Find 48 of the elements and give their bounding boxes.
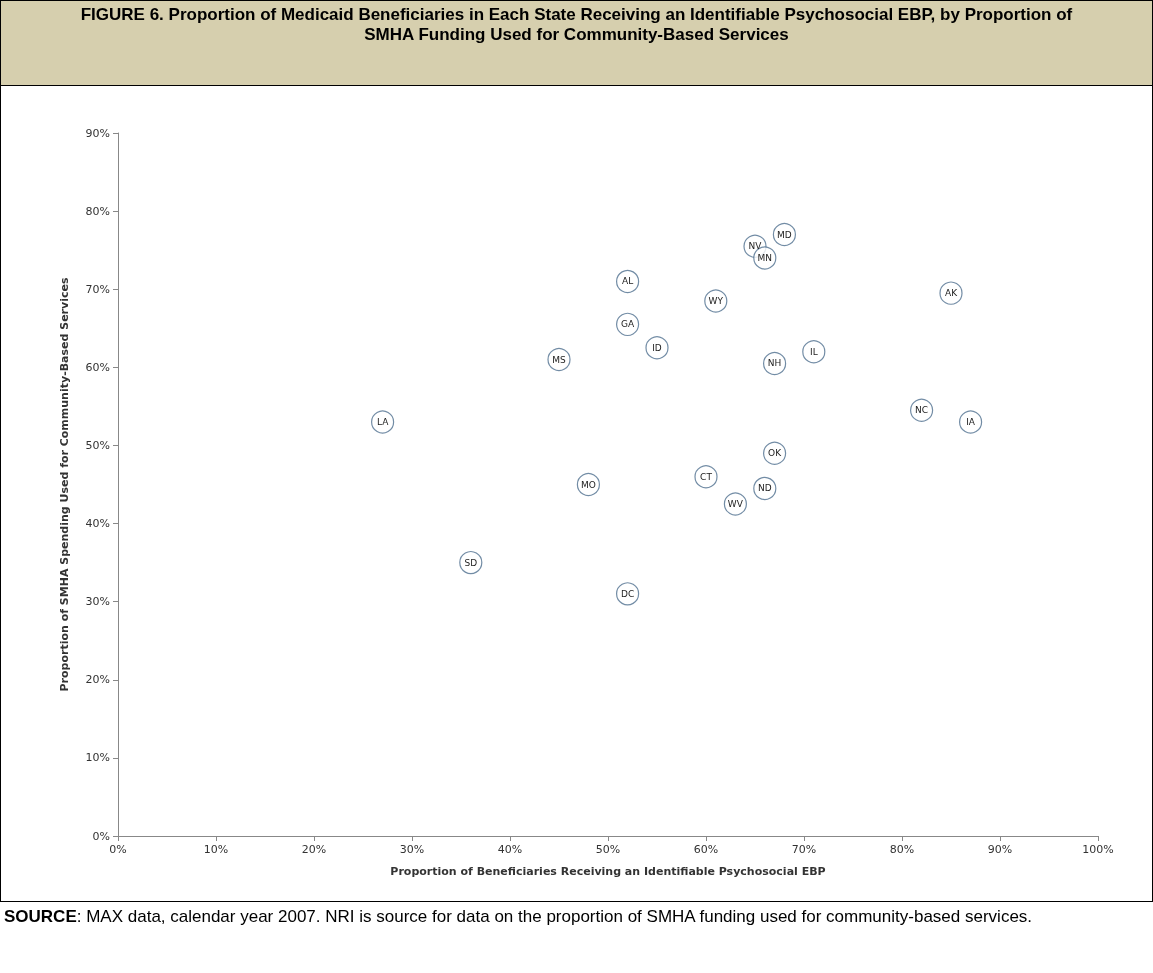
y-tick-label: 60% bbox=[85, 360, 110, 374]
annotation: GA bbox=[621, 319, 635, 330]
chart-title: FIGURE 6. Proportion of Medicaid Beneficiaries in Each State Receiving an Identifiable Psychosocial EBP, by Proportion of SMHA Funding Used for Community-Based Services bbox=[1, 1, 1152, 86]
annotation: OK bbox=[768, 448, 783, 459]
y-tick-label: 90% bbox=[85, 126, 110, 140]
x-axis-title: Proportion of Beneficiaries Receiving an Identifiable Psychosocial EBP bbox=[390, 865, 826, 878]
x-tick-label: 10% bbox=[203, 843, 229, 856]
annotation: MO bbox=[580, 479, 596, 490]
annotation: ID bbox=[652, 342, 662, 353]
annotation: DC bbox=[620, 588, 635, 599]
annotation: IL bbox=[809, 346, 818, 357]
y-tick-label: 20% bbox=[85, 673, 110, 687]
annotation: AL bbox=[622, 276, 634, 287]
annotation: SD bbox=[464, 557, 478, 568]
y-tick-label: 0% bbox=[92, 829, 110, 843]
annotation: MS bbox=[552, 354, 567, 365]
annotation: NC bbox=[915, 405, 929, 416]
y-tick-label: 70% bbox=[85, 282, 110, 296]
x-tick-label: 30% bbox=[399, 843, 425, 856]
annotation: CT bbox=[700, 471, 713, 482]
x-tick-label: 100% bbox=[1082, 843, 1114, 856]
y-tick-label: 50% bbox=[85, 438, 110, 452]
annotation: LA bbox=[376, 417, 390, 428]
y-tick-label: 40% bbox=[85, 517, 110, 531]
x-tick-label: 40% bbox=[497, 843, 523, 856]
x-tick-label: 90% bbox=[987, 843, 1013, 856]
y-tick-label: 80% bbox=[85, 204, 110, 218]
annotation: ND bbox=[757, 483, 772, 494]
x-tick-label: 70% bbox=[791, 843, 817, 856]
y-axis-title: Proportion of SMHA Spending Used for Community-Based Services bbox=[58, 277, 71, 692]
annotation: MN bbox=[757, 252, 773, 263]
y-tick-label: 10% bbox=[85, 751, 110, 765]
annotation: WY bbox=[708, 295, 724, 306]
annotation: IA bbox=[966, 417, 976, 428]
x-tick-label: 20% bbox=[301, 843, 327, 856]
annotation: NH bbox=[767, 358, 782, 369]
annotation: NV bbox=[748, 241, 763, 252]
x-tick-label: 0% bbox=[109, 843, 127, 856]
annotation: MD bbox=[777, 229, 792, 240]
x-tick-label: 50% bbox=[595, 843, 621, 856]
point bbox=[959, 410, 983, 434]
annotation: WV bbox=[727, 499, 744, 510]
x-tick-label: 60% bbox=[693, 843, 719, 856]
point bbox=[802, 340, 826, 364]
y-tick-label: 30% bbox=[85, 595, 110, 609]
source-note: SOURCE: MAX data, calendar year 2007. NRI is source for data on the proportion of SMHA funding used for community-based services. bbox=[4, 906, 1034, 928]
x-tick-label: 80% bbox=[889, 843, 915, 856]
annotation: AK bbox=[944, 288, 959, 299]
